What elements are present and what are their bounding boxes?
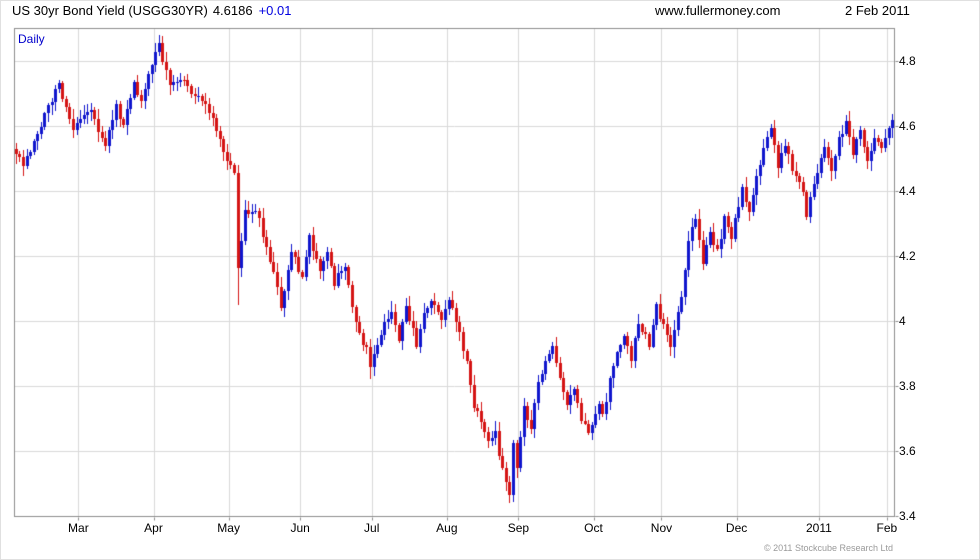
x-axis-tick-label: Aug [436, 521, 458, 535]
x-axis-tick-label: Oct [584, 521, 603, 535]
y-axis-tick-label: 3.8 [899, 378, 916, 393]
y-axis-tick-label: 3.4 [899, 509, 916, 523]
timeframe-label: Daily [18, 32, 45, 46]
x-axis-tick-label: Jun [290, 521, 310, 535]
date-label: 2 Feb 2011 [845, 3, 910, 18]
y-axis-tick-label: 4.8 [899, 53, 916, 68]
x-axis-tick-label: Nov [650, 521, 673, 535]
x-axis-tick-label: May [217, 521, 240, 535]
y-axis-tick-label: 4.6 [899, 118, 916, 133]
x-axis-tick-label: Sep [507, 521, 530, 535]
x-axis-tick-label: Dec [725, 521, 748, 535]
y-axis-tick-label: 4 [899, 313, 906, 328]
chart-title: US 30yr Bond Yield (USGG30YR) [12, 3, 208, 18]
website-label: www.fullermoney.com [655, 3, 781, 18]
y-axis-tick-label: 4.4 [899, 183, 916, 198]
x-axis-tick-label: Jul [364, 521, 380, 535]
chart-header: US 30yr Bond Yield (USGG30YR) 4.6186 +0.01 [12, 3, 291, 18]
last-price-value: 4.6186 [212, 3, 253, 18]
x-axis-tick-label: Mar [68, 521, 89, 535]
x-axis-tick-label: 2011 [805, 521, 832, 535]
change-value: +0.01 [258, 3, 292, 18]
x-axis-tick-label: Feb [876, 521, 898, 535]
copyright-notice: © 2011 Stockcube Research Ltd [763, 543, 893, 553]
y-axis-tick-label: 4.2 [899, 248, 916, 263]
x-axis-tick-label: Apr [144, 521, 163, 535]
y-axis-tick-label: 3.6 [899, 443, 916, 458]
